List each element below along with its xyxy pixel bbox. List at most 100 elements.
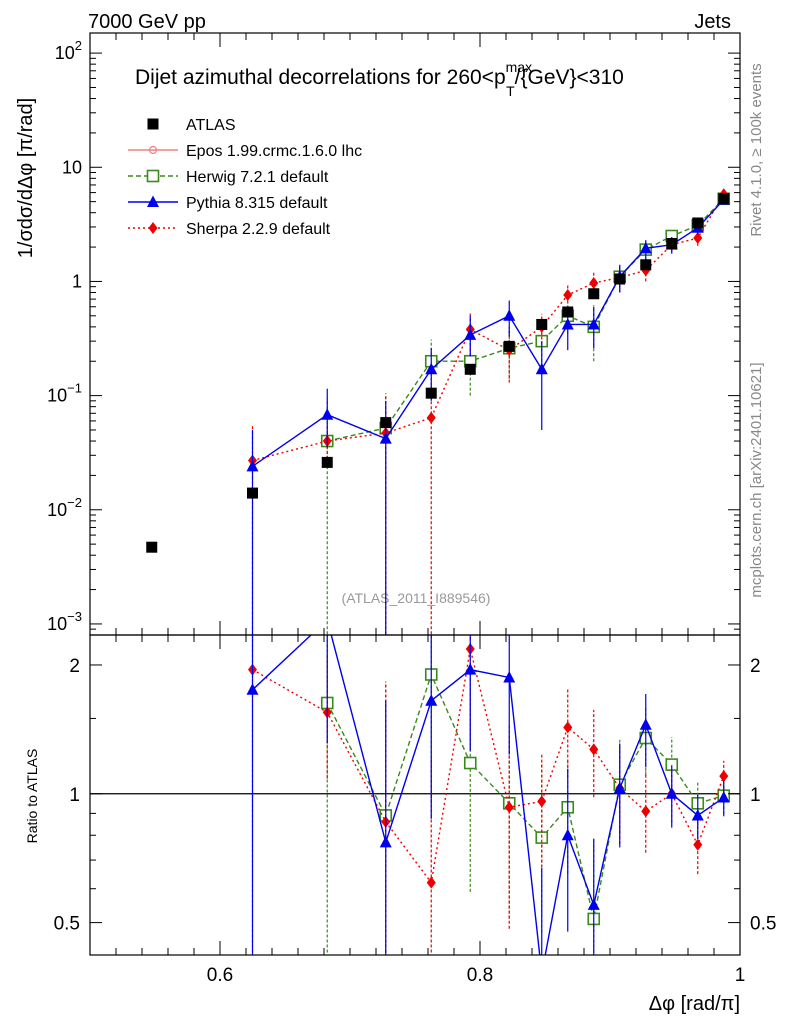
title-sub: T	[506, 83, 515, 99]
y-tick-exponent: −3	[67, 609, 82, 624]
sherpa-ratio-point	[641, 805, 651, 818]
sherpa-ratio-point	[563, 721, 573, 734]
sherpa-ratio-point	[537, 795, 547, 808]
title-part-2: /{GeV}<310	[515, 66, 624, 89]
header-left: 7000 GeV pp	[88, 11, 206, 33]
chart-title: Dijet azimuthal decorrelations for 260<p…	[135, 59, 624, 99]
pythia-legend-marker	[147, 195, 159, 207]
y-tick-label: 10	[62, 157, 82, 177]
analysis-watermark: (ATLAS_2011_I889546)	[342, 590, 491, 606]
y-tick-base: 10	[55, 43, 75, 63]
title-part-1: Dijet azimuthal decorrelations for 260<p	[135, 66, 506, 89]
ratio-tick-label-right: 0.5	[750, 914, 776, 935]
herwig-ratio-point	[463, 756, 477, 770]
y-tick-exponent: −2	[67, 495, 82, 510]
y-tick-label: 10−1	[47, 381, 82, 406]
atlas-point	[718, 193, 730, 205]
sherpa-ratio-point	[504, 801, 514, 814]
atlas-point	[692, 217, 704, 229]
pythia-point	[535, 362, 548, 375]
y-tick-exponent: −1	[67, 381, 82, 396]
y-tick-label: 102	[55, 38, 82, 63]
y-tick-base: 10	[47, 614, 67, 634]
pythia-point	[503, 309, 516, 321]
x-tick-label: 1	[735, 965, 746, 986]
atlas-point	[425, 387, 437, 399]
pythia-ratio-point	[639, 718, 652, 730]
y-tick-label: 10−3	[47, 609, 82, 634]
side-label-mcplots: mcplots.cern.ch [arXiv:2401.10621]	[748, 362, 765, 597]
herwig-legend-marker	[146, 169, 160, 183]
pythia-ratio-line	[252, 635, 725, 955]
pythia-ratio-point	[717, 791, 730, 803]
pythia-ratio-point	[425, 694, 438, 706]
atlas-point	[562, 306, 574, 318]
y-tick-base: 10	[47, 500, 67, 520]
legend: ATLAS Epos 1.99.crmc.1.6.0 lhc Herwig 7.2.…	[128, 117, 362, 238]
sherpa-point	[693, 232, 703, 245]
ratio-axis-label: Ratio to ATLAS	[24, 749, 40, 844]
atlas-legend-marker	[147, 118, 159, 130]
pythia-point	[379, 432, 392, 444]
pythia-ratio-point	[587, 898, 600, 910]
y-tick-label: 10−2	[47, 495, 82, 520]
atlas-point	[247, 487, 258, 499]
atlas-point	[666, 237, 678, 249]
pythia-ratio-point	[246, 683, 259, 695]
sherpa-ratio-point	[426, 876, 436, 889]
epos-legend-label: Epos 1.99.crmc.1.6.0 lhc	[186, 143, 362, 160]
sherpa-point	[426, 411, 436, 424]
atlas-point	[588, 288, 600, 300]
atlas-legend-label: ATLAS	[186, 117, 236, 134]
y-tick-exponent: 2	[75, 38, 82, 53]
ratio-frame	[89, 634, 741, 956]
sherpa-point	[563, 289, 573, 302]
x-axis-label: Δφ [rad/π]	[649, 993, 740, 1015]
pythia-ratio-point	[691, 808, 704, 821]
atlas-point	[536, 318, 548, 330]
atlas-point	[464, 363, 476, 375]
pythia-point	[561, 317, 574, 330]
y-tick-base: 10	[47, 386, 67, 406]
y-tick-label: 1	[72, 271, 82, 291]
ratio-tick-label-right: 1	[750, 785, 761, 806]
sherpa-line	[252, 193, 725, 462]
pythia-ratio-point	[464, 663, 477, 675]
sherpa-legend-marker	[148, 222, 158, 234]
sherpa-ratio-point	[693, 838, 703, 851]
ratio-tick-label: 1	[69, 785, 80, 806]
side-label-rivet: Rivet 4.1.0, ≥ 100k events	[748, 63, 765, 236]
pythia-point	[587, 317, 600, 330]
sherpa-ratio-point	[589, 743, 599, 756]
sherpa-legend-label: Sherpa 2.2.9 default	[186, 221, 331, 238]
main-plot	[146, 188, 731, 635]
pythia-ratio-point	[503, 670, 516, 683]
pythia-ratio-point	[665, 787, 678, 799]
pythia-legend-label: Pythia 8.315 default	[186, 195, 328, 212]
epos-legend-marker	[148, 145, 158, 155]
pythia-point	[464, 328, 477, 340]
x-tick-label: 0.8	[467, 965, 493, 986]
y-tick-base: 10	[62, 157, 82, 177]
pythia-ratio-point	[613, 781, 626, 794]
atlas-point	[380, 417, 392, 429]
pythia-point	[639, 241, 652, 254]
pythia-point	[321, 408, 334, 420]
y-axis-label: 1/σdσ/dΔφ [π/rad]	[15, 98, 37, 258]
atlas-point	[503, 340, 515, 352]
ratio-tick-label-right: 2	[750, 656, 761, 677]
x-tick-label: 0.6	[207, 965, 233, 986]
pythia-ratio-point	[561, 828, 574, 841]
y-tick-base: 1	[72, 271, 82, 291]
ratio-plot	[90, 635, 740, 955]
title-sup: max	[506, 59, 532, 75]
atlas-point	[614, 273, 626, 285]
herwig-legend-label: Herwig 7.2.1 default	[186, 169, 329, 186]
atlas-point	[640, 259, 652, 271]
sherpa-ratio-point	[719, 770, 729, 783]
pythia-ratio-point	[379, 835, 392, 848]
ratio-tick-label: 0.5	[54, 914, 80, 935]
pythia-point	[425, 362, 438, 375]
